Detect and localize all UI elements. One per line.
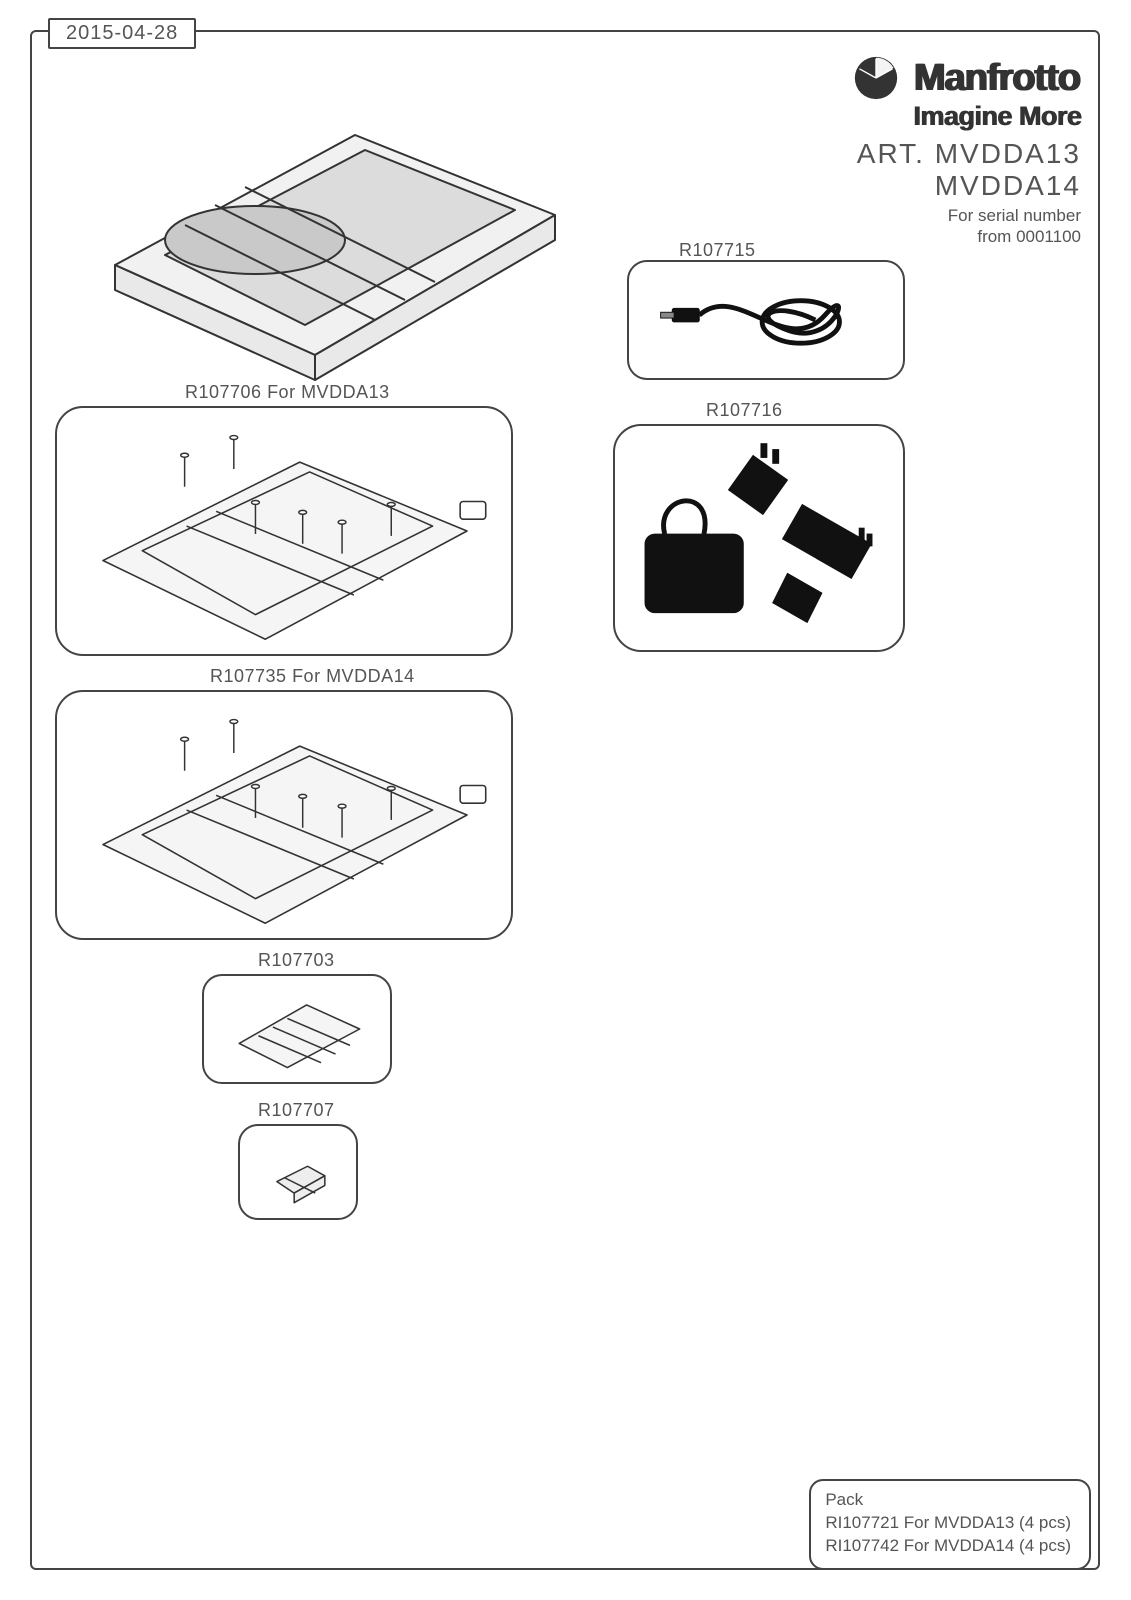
part-label-r107707: R107707 <box>258 1100 335 1121</box>
part-label-r107735: R107735 For MVDDA14 <box>210 666 415 687</box>
part-box-r107735 <box>55 690 513 940</box>
article-code-2: MVDDA14 <box>935 170 1081 201</box>
brand-block: Manfrotto Imagine More <box>853 55 1081 132</box>
serial-note: For serial number from 0001100 <box>948 205 1081 248</box>
part-label-r107716: R107716 <box>706 400 783 421</box>
article-prefix: ART. <box>857 138 925 169</box>
part-box-r107703 <box>202 974 392 1084</box>
pack-line1: RI107721 For MVDDA13 (4 pcs) <box>825 1512 1071 1535</box>
date-tab: 2015-04-28 <box>48 18 196 49</box>
brand-name: Manfrotto <box>913 57 1079 100</box>
part-box-r107715 <box>627 260 905 380</box>
article-codes: ART. MVDDA13 MVDDA14 <box>857 138 1081 202</box>
part-box-r107707 <box>238 1124 358 1220</box>
pack-title: Pack <box>825 1489 1071 1512</box>
pack-line2: RI107742 For MVDDA14 (4 pcs) <box>825 1535 1071 1558</box>
part-label-r107715: R107715 <box>679 240 756 261</box>
serial-line2: from 0001100 <box>948 226 1081 247</box>
article-code-1: MVDDA13 <box>935 138 1081 169</box>
hero-drawing <box>55 75 595 385</box>
brand-tagline: Imagine More <box>913 101 1081 132</box>
part-label-r107703: R107703 <box>258 950 335 971</box>
pack-box: Pack RI107721 For MVDDA13 (4 pcs) RI1077… <box>809 1479 1091 1570</box>
part-box-r107716 <box>613 424 905 652</box>
part-label-r107706: R107706 For MVDDA13 <box>185 382 390 403</box>
serial-line1: For serial number <box>948 205 1081 226</box>
brand-logo-icon <box>853 55 899 101</box>
part-box-r107706 <box>55 406 513 656</box>
